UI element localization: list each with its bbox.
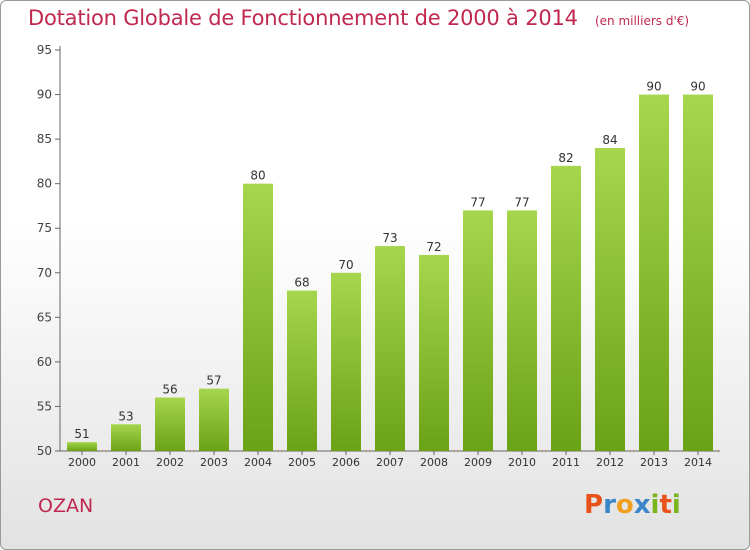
- x-tick-label: 2005: [288, 456, 316, 469]
- chart-subtitle: (en milliers d'€): [594, 14, 690, 28]
- chart-title: Dotation Globale de Fonctionnement de 20…: [28, 6, 578, 30]
- y-tick-label: 70: [37, 266, 52, 280]
- x-tick-label: 2012: [596, 456, 624, 469]
- x-tick-label: 2006: [332, 456, 360, 469]
- bar: [551, 165, 581, 451]
- bar-value-label: 72: [426, 240, 441, 254]
- bar: [331, 272, 361, 451]
- y-tick-label: 60: [37, 355, 52, 369]
- x-tick-label: 2013: [640, 456, 668, 469]
- bar: [507, 210, 537, 451]
- y-tick-label: 80: [37, 177, 52, 191]
- bar-value-label: 73: [382, 231, 397, 245]
- bar-value-label: 68: [294, 276, 309, 290]
- bar: [595, 148, 625, 451]
- bar-value-label: 70: [338, 258, 353, 272]
- bar: [639, 94, 669, 452]
- logo-letter: i: [650, 490, 660, 520]
- bar-value-label: 51: [74, 427, 89, 441]
- bar: [683, 94, 713, 452]
- y-tick-label: 95: [37, 43, 52, 57]
- logo-letter: o: [615, 490, 634, 520]
- bar: [199, 388, 229, 451]
- x-axis: 2000 2001 2002 2003 2004 2005 2006 2007 2008 2009…: [60, 450, 720, 469]
- bar-value-label: 56: [162, 383, 177, 397]
- y-tick-label: 85: [37, 132, 52, 146]
- bar-value-label: 90: [646, 80, 661, 94]
- bar: [243, 183, 273, 451]
- bar: [419, 254, 449, 451]
- y-tick-label: 50: [37, 444, 52, 458]
- bar: [463, 210, 493, 451]
- logo-letter: x: [633, 490, 651, 520]
- x-tick-label: 2000: [68, 456, 96, 469]
- bar-value-label: 53: [118, 409, 133, 423]
- logo-letter: r: [603, 490, 616, 520]
- bar-value-label: 57: [206, 374, 221, 388]
- bar: [155, 397, 185, 451]
- bar: [111, 424, 141, 451]
- bar-value-label: 82: [558, 151, 573, 165]
- y-axis: 50 55 60 65 70 75 80 85 90 95: [37, 43, 61, 458]
- bar: [67, 442, 97, 451]
- logo-letter: t: [659, 490, 672, 520]
- x-tick-label: 2009: [464, 456, 492, 469]
- x-tick-label: 2003: [200, 456, 228, 469]
- x-tick-label: 2011: [552, 456, 580, 469]
- y-tick-label: 75: [37, 221, 52, 235]
- bar: [287, 290, 317, 451]
- x-tick-label: 2001: [112, 456, 140, 469]
- bar: [375, 246, 405, 451]
- proxiti-logo[interactable]: Proxiti: [584, 490, 681, 520]
- bar-value-label: 84: [602, 133, 617, 147]
- logo-letter: P: [584, 490, 604, 520]
- y-tick-label: 90: [37, 88, 52, 102]
- bar-value-label: 77: [514, 195, 529, 209]
- x-tick-label: 2002: [156, 456, 184, 469]
- y-tick-label: 65: [37, 310, 52, 324]
- bar-value-label: 80: [250, 169, 265, 183]
- logo-letter: i: [671, 490, 681, 520]
- bars: 51 53 56 57 80 68 70 73 72 77 77 82 84 90 90: [67, 80, 713, 452]
- x-tick-label: 2004: [244, 456, 272, 469]
- x-tick-label: 2008: [420, 456, 448, 469]
- title-row: Dotation Globale de Fonctionnement de 20…: [28, 6, 689, 30]
- x-tick-label: 2014: [684, 456, 712, 469]
- x-tick-label: 2010: [508, 456, 536, 469]
- bar-value-label: 77: [470, 195, 485, 209]
- bar-value-label: 90: [690, 80, 705, 94]
- y-tick-label: 55: [37, 399, 52, 413]
- commune-name: OZAN: [38, 495, 94, 517]
- x-tick-label: 2007: [376, 456, 404, 469]
